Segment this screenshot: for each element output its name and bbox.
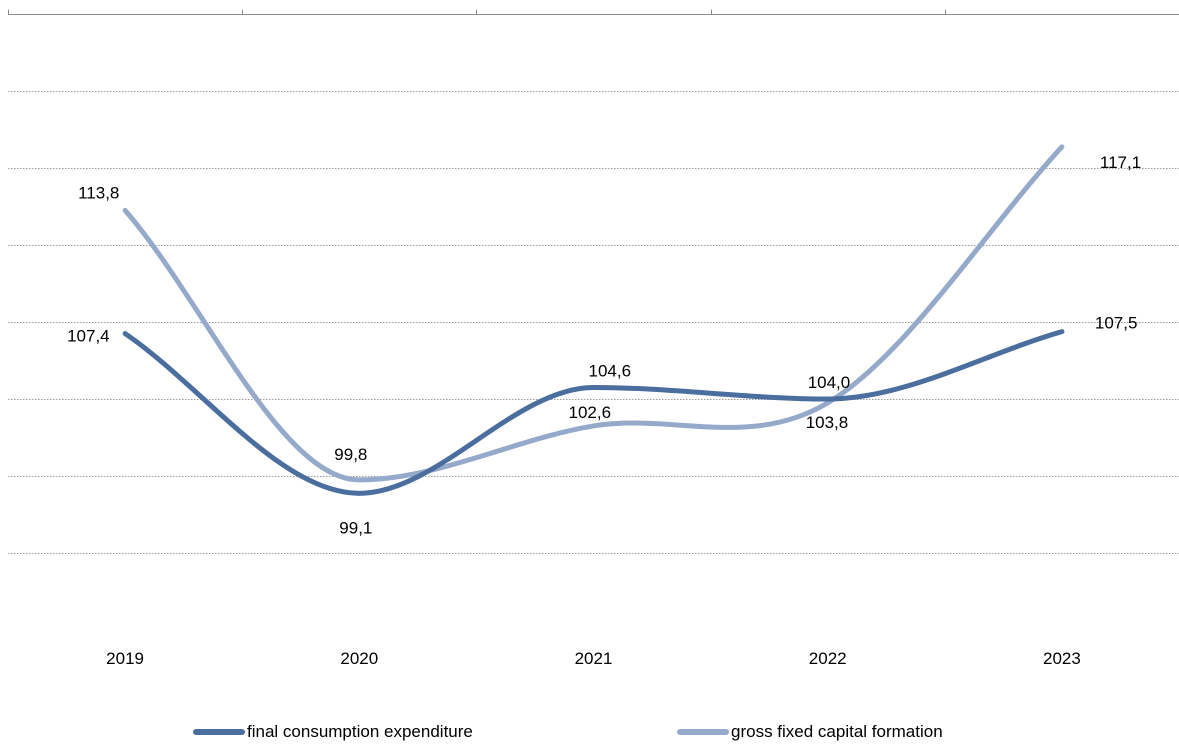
legend: final consumption expenditure gross fixe… bbox=[0, 722, 1179, 746]
series-line-0 bbox=[122, 329, 1065, 496]
x-tick-label: 2021 bbox=[575, 649, 613, 668]
legend-swatch-gross-fixed-capital bbox=[677, 729, 729, 735]
legend-swatch-final-consumption bbox=[193, 729, 245, 735]
series-line-1 bbox=[122, 144, 1065, 483]
legend-label-gross-fixed-capital: gross fixed capital formation bbox=[731, 722, 943, 741]
x-tick-label: 2023 bbox=[1043, 649, 1081, 668]
data-label: 99,1 bbox=[339, 518, 372, 537]
x-axis-tick-labels: 2019 2020 2021 2022 2023 bbox=[106, 649, 1081, 668]
data-label: 104,6 bbox=[589, 361, 632, 380]
data-label: 113,8 bbox=[78, 183, 119, 202]
series-lines bbox=[122, 144, 1065, 496]
data-label: 104,0 bbox=[808, 373, 851, 392]
legend-item-final-consumption: final consumption expenditure bbox=[193, 722, 473, 742]
data-label: 117,1 bbox=[1100, 153, 1141, 172]
x-tick-label: 2022 bbox=[809, 649, 847, 668]
data-labels: 107,4 99,1 104,6 104,0 107,5 113,8 99,8 102,6 10… bbox=[67, 153, 1141, 538]
data-label: 102,6 bbox=[569, 403, 612, 422]
legend-item-gross-fixed-capital: gross fixed capital formation bbox=[677, 722, 943, 742]
gridlines bbox=[8, 91, 1179, 554]
x-tick-label: 2020 bbox=[340, 649, 378, 668]
x-tick-label: 2019 bbox=[106, 649, 144, 668]
top-axis bbox=[8, 9, 1179, 15]
data-label: 107,4 bbox=[67, 327, 110, 346]
data-label: 107,5 bbox=[1095, 314, 1138, 333]
legend-label-final-consumption: final consumption expenditure bbox=[247, 722, 473, 741]
data-label: 103,8 bbox=[806, 413, 849, 432]
data-label: 99,8 bbox=[334, 445, 367, 464]
